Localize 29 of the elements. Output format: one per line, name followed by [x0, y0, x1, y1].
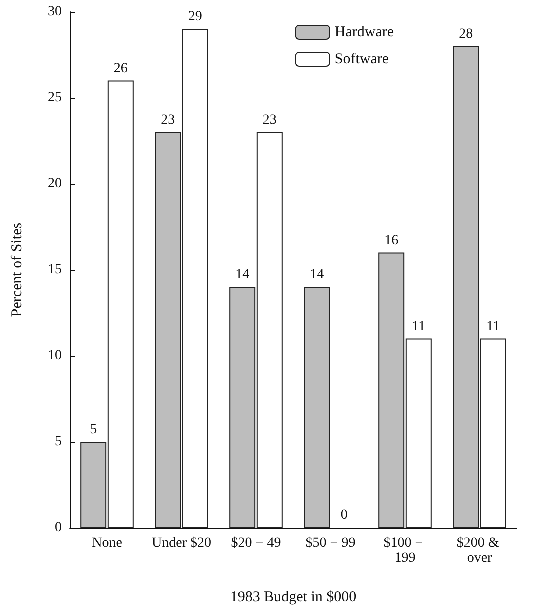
y-tick-label: 25 [48, 90, 62, 106]
y-tick-label: 20 [48, 176, 62, 192]
data-label: 28 [459, 26, 474, 42]
y-tick-label: 15 [48, 262, 62, 278]
data-label: 14 [236, 268, 250, 283]
data-label: 26 [114, 61, 128, 76]
y-tick-label: 5 [55, 434, 62, 450]
legend-label: Software [334, 52, 390, 68]
x-tick-label: $100 − 199 [384, 536, 427, 566]
x-tick-label: Under $20 [152, 536, 212, 551]
x-tick-label: None [92, 536, 122, 551]
data-label: 5 [90, 422, 98, 438]
data-label: 23 [262, 112, 277, 128]
data-label: 11 [486, 319, 500, 334]
data-label: 0 [340, 508, 348, 523]
x-tick-label: $50 − 99 [306, 536, 356, 551]
x-axis-title: 1983 Budget in $000 [230, 590, 357, 606]
y-axis-title: Percent of Sites [10, 222, 26, 318]
legend-label: Hardware [334, 24, 394, 40]
data-label: 14 [310, 268, 324, 283]
data-label: 16 [384, 233, 399, 248]
data-label: 23 [161, 112, 176, 128]
data-label: 11 [412, 319, 426, 334]
y-tick-label: 30 [48, 4, 62, 20]
x-tick-label: $20 − 49 [231, 536, 282, 551]
data-label: 29 [188, 10, 202, 25]
x-tick-label: $200 & over [456, 536, 503, 566]
y-tick-label: 10 [48, 348, 62, 364]
y-tick-label: 0 [55, 520, 62, 536]
